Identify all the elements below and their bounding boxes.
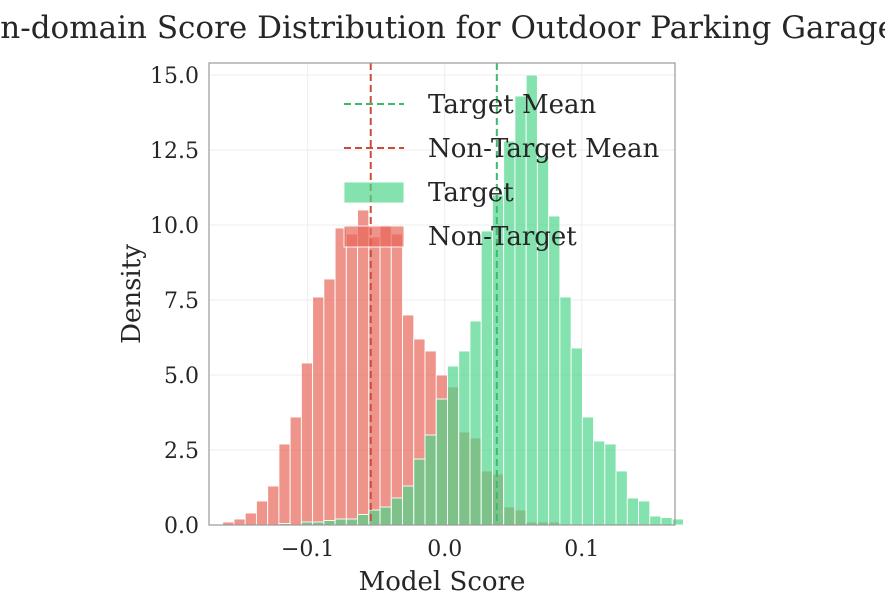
mean-lines: [369, 63, 498, 525]
non-target-bar: [255, 500, 269, 526]
target-bar: [345, 518, 359, 526]
x-tick-label: 0.0: [427, 537, 462, 562]
y-tick-label: 10.0: [150, 214, 199, 239]
target-bar: [469, 320, 482, 526]
target-bar: [604, 443, 617, 526]
y-tick-label: 0.0: [164, 514, 199, 539]
y-tick-label: 5.0: [164, 364, 199, 389]
x-axis-label: Model Score: [359, 567, 526, 597]
x-axis-ticks: −0.1 0.0 0.1: [281, 537, 599, 562]
legend-non-target-mean-label: Non-Target Mean: [428, 134, 660, 164]
non-target-bar: [289, 416, 302, 526]
target-bar: [559, 296, 572, 526]
legend-non-target-label: Non-Target: [428, 222, 577, 252]
target-bar: [638, 500, 651, 526]
plot-area: [208, 62, 684, 526]
target-bar: [402, 485, 415, 526]
target-bar: [357, 514, 370, 526]
plot-frame: [208, 62, 676, 526]
chart-title: In-domain Score Distribution for Outdoor…: [0, 10, 885, 46]
target-bar: [536, 155, 550, 526]
non-target-bar: [379, 224, 392, 526]
legend-non-target-swatch: [343, 225, 405, 248]
target-bars: [278, 74, 684, 526]
non-target-bar: [312, 296, 325, 526]
legend: Target Mean Non-Target Mean Target Non-Targ…: [343, 90, 660, 252]
non-target-bar: [334, 227, 347, 526]
target-bar: [581, 416, 595, 526]
target-bar: [390, 497, 403, 526]
y-tick-label: 7.5: [164, 289, 199, 314]
y-tick-label: 2.5: [164, 439, 199, 464]
target-bar: [660, 517, 673, 526]
target-bar: [424, 434, 437, 526]
target-bar: [548, 215, 561, 526]
target-bar: [435, 398, 448, 526]
y-tick-label: 12.5: [150, 139, 199, 164]
legend-target-label: Target: [428, 178, 514, 208]
y-axis-ticks: 0.0 2.5 5.0 7.5 10.0 12.5 15.0: [150, 64, 199, 539]
target-bar: [615, 470, 628, 526]
target-bar: [480, 230, 493, 526]
target-bar: [626, 497, 639, 526]
non-target-bar: [390, 233, 403, 526]
non-target-bar: [345, 233, 359, 526]
target-bar: [458, 350, 471, 526]
target-bar: [649, 515, 662, 526]
non-target-bar: [278, 443, 291, 526]
target-bar: [447, 365, 460, 526]
non-target-bar: [300, 362, 314, 526]
non-target-bar: [267, 485, 280, 526]
target-bar: [413, 458, 426, 526]
x-tick-label: −0.1: [281, 537, 334, 562]
legend-target-mean-label: Target Mean: [428, 90, 597, 120]
non-target-bar: [244, 512, 257, 526]
target-bar: [379, 506, 392, 526]
x-tick-label: 0.1: [564, 537, 599, 562]
target-bar: [323, 520, 336, 526]
non-target-bar: [323, 278, 336, 526]
legend-target-swatch: [343, 181, 405, 204]
target-bar: [334, 518, 347, 526]
target-bar: [593, 440, 606, 526]
non-target-bar: [357, 209, 370, 526]
target-bar: [671, 518, 684, 526]
non-target-bar: [233, 518, 246, 526]
y-axis-label: Density: [117, 244, 147, 344]
y-tick-label: 15.0: [150, 64, 199, 89]
target-bar: [570, 347, 583, 526]
